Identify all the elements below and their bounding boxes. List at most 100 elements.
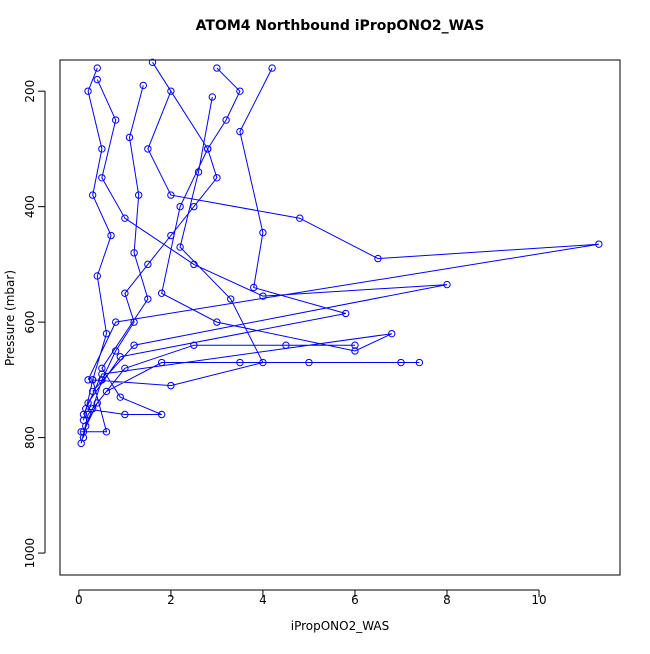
data-point	[236, 87, 244, 95]
x-tick-label: 6	[351, 593, 359, 607]
data-point	[84, 399, 92, 407]
data-point	[222, 116, 230, 124]
data-point	[148, 58, 157, 67]
data-point	[139, 81, 147, 90]
data-point	[176, 202, 184, 211]
data-point	[98, 174, 106, 182]
data-point	[121, 289, 129, 297]
data-point	[351, 341, 359, 349]
y-tick-label: 400	[23, 195, 37, 218]
data-point	[77, 428, 85, 436]
x-tick-label: 2	[167, 593, 175, 607]
data-point	[351, 347, 359, 355]
data-point	[88, 191, 97, 199]
data-point	[102, 387, 111, 396]
data-point	[88, 387, 97, 396]
y-tick-label: 800	[23, 426, 37, 449]
data-point	[107, 231, 115, 240]
data-point	[144, 145, 152, 153]
y-tick-label: 200	[23, 80, 37, 103]
data-point	[88, 376, 97, 384]
data-point	[84, 87, 92, 95]
data-point	[268, 64, 276, 72]
x-axis-label: iPropONO2_WAS	[291, 619, 390, 633]
data-point	[157, 358, 166, 367]
data-point	[259, 292, 267, 300]
data-point	[194, 168, 203, 176]
y-tick-label: 1000	[23, 538, 37, 569]
data-point	[167, 87, 175, 95]
data-point	[176, 243, 184, 251]
data-point	[342, 309, 350, 318]
data-point	[121, 364, 129, 373]
data-point	[259, 358, 267, 367]
data-point	[208, 93, 217, 101]
data-point	[213, 318, 221, 326]
data-point	[111, 318, 120, 326]
data-point	[93, 75, 101, 84]
data-point	[305, 358, 313, 367]
data-point	[236, 127, 244, 136]
data-point	[397, 358, 405, 367]
data-point	[167, 381, 175, 390]
data-point	[102, 329, 111, 338]
y-tick-label: 600	[23, 311, 37, 334]
data-point	[93, 64, 101, 72]
data-point	[213, 174, 221, 182]
data-point	[157, 289, 166, 297]
data-point	[98, 376, 106, 384]
x-tick-label: 8	[443, 593, 451, 607]
data-point	[93, 272, 101, 280]
data-point	[204, 145, 212, 153]
data-point	[88, 405, 97, 413]
x-tick-label: 4	[259, 593, 267, 607]
data-point	[190, 341, 198, 349]
data-point	[213, 64, 221, 72]
data-point	[116, 393, 124, 401]
data-point	[125, 133, 134, 142]
data-point	[121, 214, 129, 222]
data-point	[79, 416, 88, 424]
chart-title: ATOM4 Northbound iPropONO2_WAS	[196, 18, 485, 34]
data-point	[227, 295, 235, 303]
data-point	[415, 358, 424, 367]
data-point	[250, 283, 258, 292]
data-point	[282, 341, 290, 349]
data-point	[93, 399, 101, 407]
data-point	[98, 364, 106, 373]
data-point	[236, 358, 244, 367]
data-point	[134, 191, 143, 199]
data-point	[388, 329, 396, 338]
data-point	[111, 347, 120, 355]
data-point	[130, 249, 138, 257]
data-point	[130, 318, 138, 326]
data-point	[116, 353, 124, 361]
data-point	[190, 202, 198, 211]
x-tick-label: 0	[75, 593, 83, 607]
x-tick-label: 10	[531, 593, 546, 607]
data-point	[111, 116, 120, 124]
data-point	[190, 260, 198, 269]
data-point	[167, 191, 175, 199]
data-point	[144, 260, 152, 269]
data-point	[144, 295, 152, 303]
data-point	[98, 370, 106, 378]
data-point	[443, 280, 451, 289]
data-point	[98, 145, 106, 153]
data-point	[296, 214, 304, 222]
data-point	[259, 228, 267, 237]
data-line	[80, 62, 599, 444]
data-point	[374, 254, 382, 263]
data-point	[130, 341, 138, 349]
data-point	[167, 231, 175, 240]
data-point	[77, 439, 85, 448]
data-point	[595, 240, 603, 248]
data-point	[102, 428, 111, 436]
data-point	[157, 410, 166, 419]
y-axis-label: Pressure (mbar)	[3, 270, 17, 366]
data-point	[121, 410, 129, 419]
data-point	[84, 376, 92, 384]
data-point	[79, 428, 88, 436]
